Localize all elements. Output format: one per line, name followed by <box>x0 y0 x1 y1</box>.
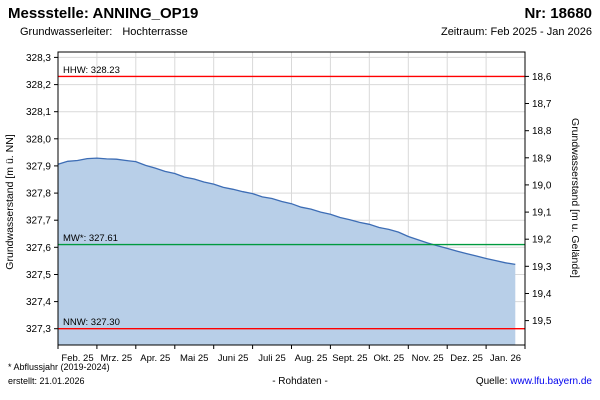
y-tick-label-left: 327,5 <box>26 270 51 281</box>
y-axis-title-left: Grundwasserstand [m ü. NN] <box>4 134 16 269</box>
y-tick-label-left: 327,9 <box>26 161 51 172</box>
axis-tick-labels: 328,3 328,2 328,1 328,0 327,9 327,8 327,7 327,6… <box>26 53 552 364</box>
y-tick-label-left: 327,8 <box>26 189 51 200</box>
y-tick-label-right: 19,2 <box>532 235 552 246</box>
series-line <box>57 157 516 266</box>
source-group: Quelle: www.lfu.bayern.de <box>476 376 592 387</box>
x-tick-label: Jan. 26 <box>490 353 521 364</box>
y-tick-label-right: 19,1 <box>532 208 552 219</box>
x-tick-label: Mai 25 <box>180 353 209 364</box>
x-tick-label: Sept. 25 <box>332 353 367 364</box>
y-tick-label-right: 19,0 <box>532 180 552 191</box>
page-title: Messstelle: ANNING_OP19 <box>8 5 199 22</box>
header-row-title: Messstelle: ANNING_OP19 Nr: 18680 <box>8 5 592 22</box>
reflabel-mw: MW*: 327.61 <box>63 233 118 244</box>
aquifer-label: Grundwasserleiter: <box>20 26 113 38</box>
x-tick-label: Feb. 25 <box>61 353 93 364</box>
y-tick-label-left: 327,7 <box>26 216 51 227</box>
y-tick-label-right: 19,5 <box>532 316 552 327</box>
y-tick-label-left: 328,1 <box>26 107 51 118</box>
y-tick-label-right: 18,7 <box>532 99 552 110</box>
aquifer-value: Hochterrasse <box>122 26 188 38</box>
reflabel-hhw: HHW: 328.23 <box>63 65 120 76</box>
series-area <box>57 157 516 345</box>
footnote-abflussjahr: * Abflussjahr (2019-2024) <box>8 362 110 372</box>
header-row-subtitle: Grundwasserleiter: Hochterrasse Zeitraum:… <box>20 26 592 38</box>
x-tick-label: Juli 25 <box>258 353 285 364</box>
y-tick-label-right: 19,4 <box>532 289 552 300</box>
station-number: Nr: 18680 <box>524 5 592 22</box>
y-tick-label-left: 327,4 <box>26 297 51 308</box>
y-tick-label-left: 328,0 <box>26 134 51 145</box>
data-type-label: - Rohdaten - <box>272 376 328 387</box>
y-tick-label-left: 328,3 <box>26 53 51 64</box>
y-tick-label-left: 327,3 <box>26 324 51 335</box>
y-tick-label-right: 18,8 <box>532 126 552 137</box>
y-tick-label-right: 18,9 <box>532 153 552 164</box>
series-fill <box>58 158 516 345</box>
axis-ticks <box>54 56 529 349</box>
y-tick-label-right: 18,6 <box>532 72 552 83</box>
reflabel-nnw: NNW: 327.30 <box>63 317 120 328</box>
y-tick-label-left: 328,2 <box>26 80 51 91</box>
x-tick-label: Aug. 25 <box>295 353 328 364</box>
y-axis-title-right: Grundwasserstand [m u. Gelände] <box>569 118 581 278</box>
x-tick-label: Dez. 25 <box>450 353 483 364</box>
x-tick-label: Apr. 25 <box>140 353 170 364</box>
x-tick-label: Juni 25 <box>218 353 249 364</box>
y-tick-label-right: 19,3 <box>532 262 552 273</box>
x-tick-label: Mrz. 25 <box>101 353 133 364</box>
period-label: Zeitraum: Feb 2025 - Jan 2026 <box>440 26 592 38</box>
source-label: Quelle: <box>475 376 508 387</box>
y-tick-label-left: 327,6 <box>26 243 51 254</box>
x-tick-label: Nov. 25 <box>412 353 444 364</box>
created-date: erstellt: 21.01.2026 <box>8 376 85 386</box>
reference-lines: HHW: 328.23 MW*: 327.61 NNW: 327.30 <box>58 65 525 330</box>
source-link[interactable]: www.lfu.bayern.de <box>510 376 592 387</box>
aquifer-group: Grundwasserleiter: Hochterrasse <box>20 26 188 38</box>
x-tick-label: Okt. 25 <box>373 353 404 364</box>
